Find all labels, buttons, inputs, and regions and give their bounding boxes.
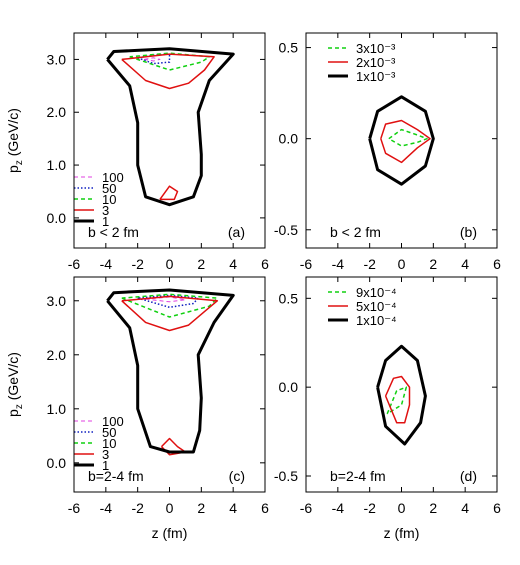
x-tick-label: 4: [229, 256, 237, 272]
y-tick-label: 2.0: [47, 104, 67, 120]
contour-line: [106, 47, 235, 207]
x-tick-label: -4: [100, 500, 113, 516]
legend-label: 2x10⁻³: [356, 55, 396, 70]
x-tick-label: 6: [493, 500, 501, 516]
x-tick-label: 6: [261, 500, 269, 516]
y-axis-label-part: p: [5, 409, 21, 417]
x-tick-label: -6: [68, 256, 81, 272]
y-tick-label: 1.0: [47, 157, 67, 173]
x-tick-label: 2: [429, 500, 437, 516]
x-tick-label: -4: [100, 256, 113, 272]
contour-line: [121, 295, 219, 456]
x-tick-label: 2: [429, 256, 437, 272]
contour-line: [143, 57, 161, 62]
x-tick-label: -6: [300, 256, 313, 272]
contour-line: [380, 119, 431, 164]
x-tick-label: -6: [300, 500, 313, 516]
y-axis-label-part: (GeV/c): [5, 108, 21, 160]
contour-line: [121, 293, 219, 318]
x-tick-label: 6: [261, 256, 269, 272]
x-tick-label: 6: [493, 256, 501, 272]
y-tick-label: -0.5: [274, 222, 298, 238]
x-tick-label: 4: [461, 256, 469, 272]
legend-label: 5x10⁻⁴: [356, 299, 397, 314]
x-tick-label: -2: [131, 256, 144, 272]
legend-label: 100: [102, 170, 124, 185]
annotation: b < 2 fm: [330, 224, 381, 240]
legend-label: 3x10⁻³: [356, 41, 396, 56]
panel-label: (a): [228, 224, 245, 240]
x-axis-label: z (fm): [384, 525, 420, 541]
x-tick-label: -6: [68, 500, 81, 516]
x-tick-label: 0: [398, 500, 406, 516]
y-tick-label: 3.0: [47, 293, 67, 309]
panel-label: (d): [460, 468, 477, 484]
contour-line: [376, 344, 427, 446]
y-tick-label: 2.0: [47, 347, 67, 363]
y-tick-label: 0.0: [279, 379, 299, 395]
contour-line: [106, 288, 235, 454]
legend-label: 50: [102, 425, 116, 440]
x-tick-label: 0: [398, 256, 406, 272]
legend-label: 3: [102, 447, 109, 462]
plot-frame: [305, 32, 498, 249]
contour-line: [368, 95, 435, 186]
x-tick-label: -2: [131, 500, 144, 516]
y-axis-label: pz (GeV/c): [5, 352, 25, 417]
x-tick-label: 0: [166, 500, 174, 516]
plot-frame: [305, 276, 498, 493]
legend-label: 1: [102, 458, 109, 473]
y-axis-label-part: z: [14, 404, 25, 409]
legend-label: 1x10⁻⁴: [356, 313, 397, 328]
x-tick-label: -4: [332, 500, 345, 516]
legend-label: 10: [102, 436, 116, 451]
panel-label: (c): [229, 468, 245, 484]
legend-label: 9x10⁻⁴: [356, 285, 397, 300]
x-axis-label: z (fm): [152, 525, 188, 541]
x-tick-label: -2: [363, 500, 376, 516]
panel-label: (b): [460, 224, 477, 240]
legend-label: 10: [102, 192, 116, 207]
y-tick-label: 0.0: [47, 455, 67, 471]
x-tick-label: -4: [332, 256, 345, 272]
contour-line: [388, 128, 428, 147]
y-axis-label-part: p: [5, 165, 21, 173]
legend-label: 1: [102, 214, 109, 229]
y-tick-label: -0.5: [274, 468, 298, 484]
contour-line: [137, 294, 199, 309]
legend-label: 3: [102, 203, 109, 218]
y-tick-label: 0.5: [279, 290, 299, 306]
x-tick-label: 4: [461, 500, 469, 516]
legend-label: 100: [102, 414, 124, 429]
legend-label: 1x10⁻³: [356, 69, 396, 84]
plot-frame: [73, 276, 266, 493]
y-tick-label: 3.0: [47, 51, 67, 67]
annotation: b=2-4 fm: [330, 468, 386, 484]
y-axis-label-part: z: [14, 160, 25, 165]
contour-line: [121, 53, 215, 201]
y-axis-label-part: (GeV/c): [5, 352, 21, 404]
plot-frame: [73, 32, 266, 249]
y-tick-label: 0.0: [47, 210, 67, 226]
y-tick-label: 0.5: [279, 40, 299, 56]
y-tick-label: 0.0: [279, 131, 299, 147]
contour-line: [386, 386, 408, 415]
contour-line: [129, 52, 211, 71]
x-tick-label: 2: [197, 256, 205, 272]
x-tick-label: -2: [363, 256, 376, 272]
contour-line: [384, 375, 411, 424]
y-tick-label: 1.0: [47, 401, 67, 417]
x-tick-label: 2: [197, 500, 205, 516]
x-tick-label: 0: [166, 256, 174, 272]
annotation: b=2-4 fm: [88, 468, 144, 484]
y-axis-label: pz (GeV/c): [5, 108, 25, 173]
annotation: b < 2 fm: [88, 224, 139, 240]
x-tick-label: 4: [229, 500, 237, 516]
legend-label: 50: [102, 181, 116, 196]
